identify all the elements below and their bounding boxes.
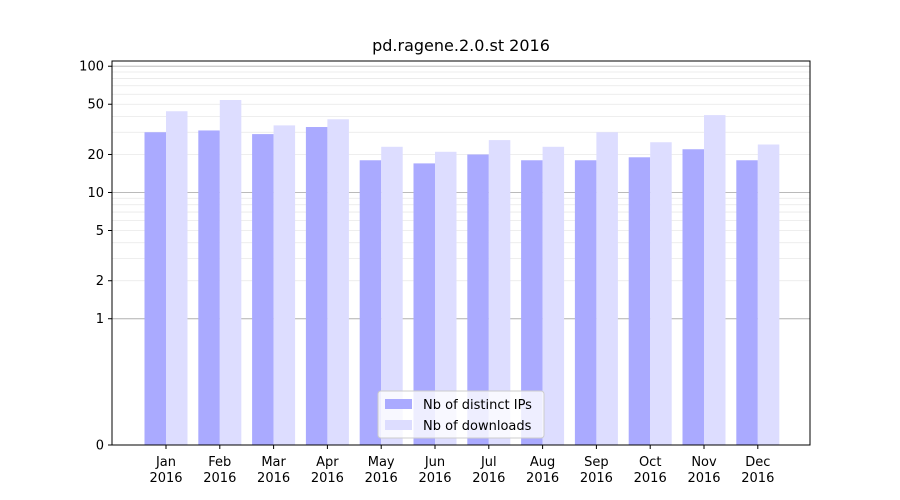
bar-downloads [435, 151, 457, 445]
legend-frame [377, 390, 545, 439]
bar-downloads [273, 125, 296, 445]
x-tick-label: Dec 2016 [741, 455, 774, 486]
x-tick-label: Jun 2016 [418, 455, 451, 486]
y-tick-label: 2 [96, 274, 104, 289]
bar-distinct-ips [252, 134, 274, 446]
legend-label: Nb of downloads [423, 419, 532, 434]
bar-downloads [488, 140, 511, 445]
bar-downloads [327, 119, 349, 446]
legend-swatch [385, 399, 412, 409]
bar-distinct-ips [198, 130, 220, 445]
chart-title: pd.ragene.2.0.st 2016 [372, 36, 550, 55]
bar-distinct-ips [413, 163, 435, 445]
y-tick-label: 1 [96, 312, 104, 327]
bar-downloads [542, 146, 565, 445]
bar-downloads [219, 100, 242, 445]
legend: Nb of distinct IPs Nb of downloads [377, 390, 545, 439]
bar-downloads [381, 146, 403, 445]
bar-downloads [650, 142, 672, 445]
x-tick-label: Nov 2016 [687, 455, 720, 486]
legend-label: Nb of distinct IPs [423, 398, 532, 413]
bar-downloads [166, 111, 188, 445]
x-tick-label: May 2016 [365, 455, 398, 486]
bar-distinct-ips [574, 160, 597, 446]
y-tick-label: 50 [87, 98, 104, 113]
bar-distinct-ips [628, 157, 651, 445]
bar-downloads [704, 115, 726, 446]
bars [144, 100, 780, 446]
y-tick-label: 10 [87, 186, 104, 201]
bar-distinct-ips [305, 127, 328, 445]
x-tick-label: Feb 2016 [203, 455, 236, 486]
x-tick-label: Sep 2016 [580, 455, 613, 486]
bar-distinct-ips [359, 160, 382, 446]
y-tick-label: 0 [96, 439, 104, 454]
bar-downloads [757, 144, 780, 445]
y-tick-label: 20 [87, 148, 104, 163]
bar-distinct-ips [467, 154, 489, 445]
bar-distinct-ips [521, 160, 543, 446]
bar-downloads [596, 132, 618, 445]
x-tick-label: Apr 2016 [311, 455, 344, 486]
bar-distinct-ips [144, 132, 166, 445]
x-tick-label: Jul 2016 [472, 455, 505, 486]
y-tick-label: 100 [79, 60, 104, 75]
legend-swatch [385, 420, 412, 430]
x-tick-label: Jan 2016 [149, 455, 182, 486]
x-tick-label: Mar 2016 [257, 455, 290, 486]
plot-frame [111, 60, 811, 446]
x-tick-label: Aug 2016 [526, 455, 559, 486]
y-tick-label: 5 [96, 224, 104, 239]
y-axis: 0 1 2 5 10 20 50 100 [79, 60, 112, 454]
bar-distinct-ips [682, 149, 704, 445]
bar-distinct-ips [736, 160, 758, 446]
x-tick-label: Oct 2016 [634, 455, 667, 486]
x-axis: Jan 2016 Feb 2016 Mar 2016 Apr 2016 May 2016 Jun 20… [149, 445, 774, 486]
